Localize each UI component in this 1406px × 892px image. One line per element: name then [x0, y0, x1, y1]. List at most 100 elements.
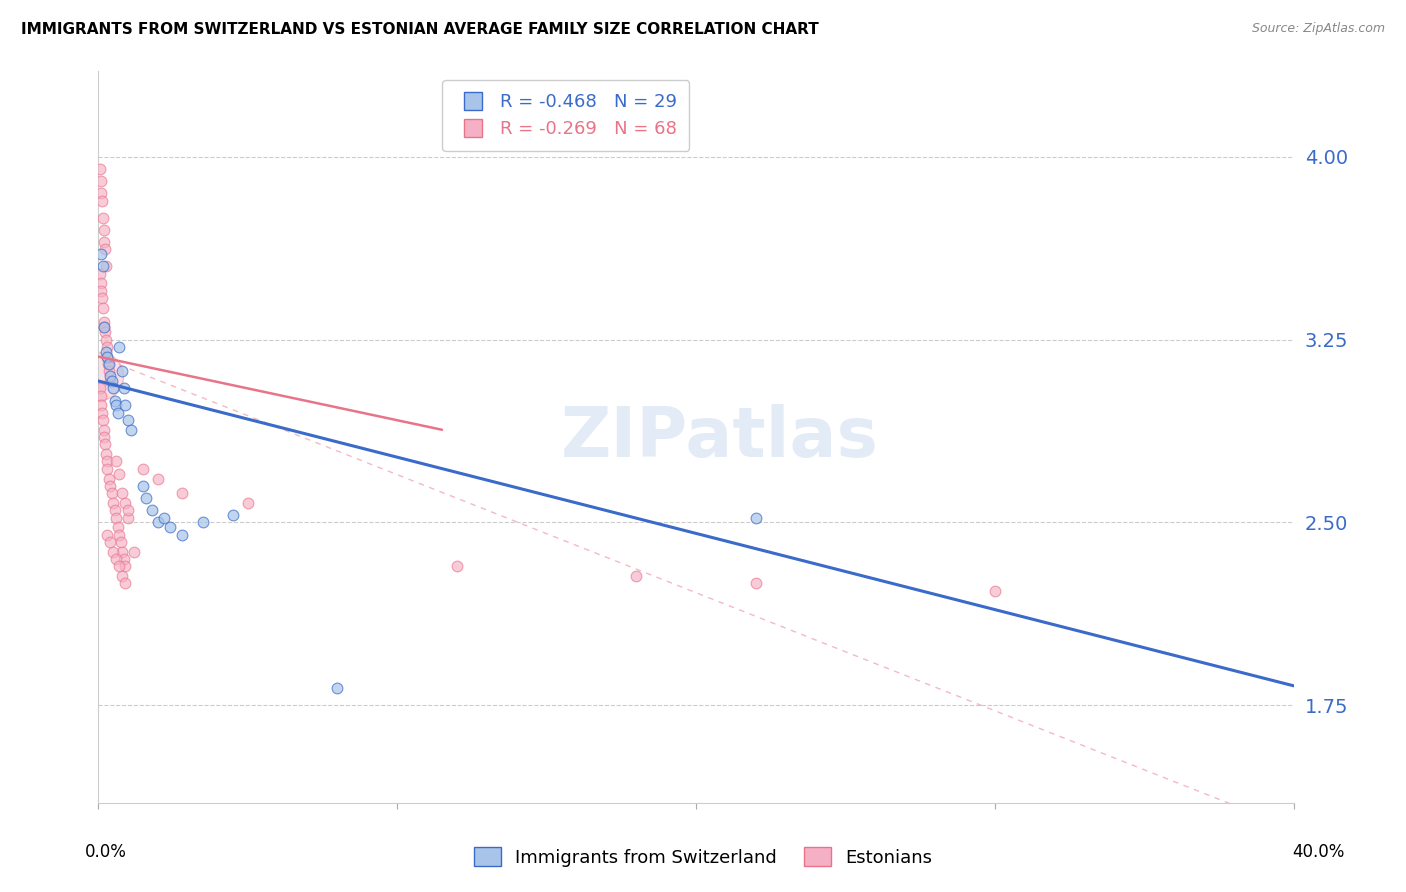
Legend: Immigrants from Switzerland, Estonians: Immigrants from Switzerland, Estonians: [467, 840, 939, 874]
Point: [112, 552, 135, 566]
Point: [132, 479, 155, 493]
Point: [94, 333, 117, 347]
Point: [108, 467, 131, 481]
Point: [114, 398, 136, 412]
Legend: R = -0.468   N = 29, R = -0.269   N = 68: R = -0.468 N = 29, R = -0.269 N = 68: [441, 80, 689, 151]
Text: Source: ZipAtlas.com: Source: ZipAtlas.com: [1251, 22, 1385, 36]
Point: [114, 496, 136, 510]
Point: [105, 454, 128, 468]
Point: [94, 260, 117, 274]
Point: [93, 316, 115, 330]
Point: [96, 462, 118, 476]
Point: [96, 340, 118, 354]
Point: [90, 389, 112, 403]
Text: ZIPatlas: ZIPatlas: [561, 403, 879, 471]
Point: [108, 527, 131, 541]
Point: [159, 520, 181, 534]
Point: [90, 398, 112, 412]
Point: [91, 291, 114, 305]
Point: [108, 559, 131, 574]
Point: [103, 544, 125, 558]
Point: [93, 320, 115, 334]
Point: [112, 381, 135, 395]
Point: [745, 510, 768, 524]
Point: [153, 510, 176, 524]
Point: [984, 583, 1007, 598]
Point: [91, 211, 114, 225]
Point: [98, 374, 121, 388]
Point: [172, 486, 194, 500]
Point: [117, 503, 139, 517]
Point: [89, 161, 111, 176]
Point: [91, 260, 114, 274]
Point: [90, 174, 112, 188]
Point: [107, 520, 129, 534]
Point: [90, 186, 112, 201]
Point: [96, 350, 118, 364]
Point: [108, 340, 131, 354]
Point: [111, 364, 134, 378]
Text: 0.0%: 0.0%: [84, 843, 127, 861]
Point: [105, 398, 128, 412]
Point: [89, 267, 111, 281]
Point: [98, 535, 122, 549]
Point: [141, 503, 163, 517]
Point: [97, 357, 120, 371]
Point: [191, 516, 214, 530]
Point: [97, 364, 120, 378]
Point: [98, 369, 122, 384]
Point: [114, 559, 136, 574]
Point: [97, 357, 120, 371]
Point: [94, 447, 117, 461]
Point: [103, 381, 125, 395]
Point: [96, 350, 118, 364]
Point: [626, 569, 648, 583]
Point: [93, 423, 115, 437]
Point: [93, 430, 115, 444]
Point: [148, 516, 170, 530]
Point: [326, 681, 349, 696]
Point: [98, 479, 122, 493]
Point: [91, 194, 114, 208]
Point: [745, 576, 768, 591]
Point: [172, 527, 194, 541]
Point: [91, 413, 114, 427]
Point: [93, 320, 115, 334]
Text: IMMIGRANTS FROM SWITZERLAND VS ESTONIAN AVERAGE FAMILY SIZE CORRELATION CHART: IMMIGRANTS FROM SWITZERLAND VS ESTONIAN …: [21, 22, 818, 37]
Point: [104, 503, 127, 517]
Point: [94, 325, 117, 339]
Point: [91, 301, 114, 315]
Point: [96, 527, 118, 541]
Point: [89, 381, 111, 395]
Point: [222, 508, 245, 522]
Point: [93, 223, 115, 237]
Point: [101, 374, 124, 388]
Point: [111, 569, 134, 583]
Point: [111, 544, 134, 558]
Point: [120, 423, 142, 437]
Point: [101, 486, 124, 500]
Point: [94, 344, 117, 359]
Point: [446, 559, 468, 574]
Point: [96, 454, 118, 468]
Point: [89, 369, 111, 384]
Point: [104, 393, 127, 408]
Point: [236, 496, 259, 510]
Point: [91, 406, 114, 420]
Point: [148, 471, 170, 485]
Point: [117, 413, 139, 427]
Point: [90, 277, 112, 291]
Point: [114, 576, 136, 591]
Point: [90, 247, 112, 261]
Point: [105, 552, 128, 566]
Point: [111, 486, 134, 500]
Point: [97, 471, 120, 485]
Point: [124, 544, 146, 558]
Point: [94, 437, 117, 451]
Point: [135, 491, 157, 505]
Point: [103, 496, 125, 510]
Point: [117, 510, 139, 524]
Point: [90, 284, 112, 298]
Point: [94, 243, 117, 257]
Point: [110, 535, 132, 549]
